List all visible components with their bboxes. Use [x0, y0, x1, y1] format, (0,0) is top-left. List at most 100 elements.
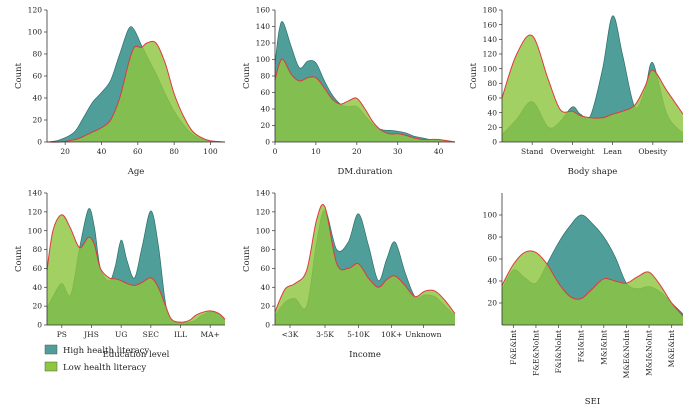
y-tick-label: 120 — [483, 50, 498, 59]
y-tick-label: 20 — [487, 299, 497, 308]
chart-panel: 0 20 40 60 80 100 120 140 160 0 10 20 30 40 DM.duratio… — [242, 6, 456, 177]
legend-swatch-high — [44, 344, 58, 355]
y-tick-label: 60 — [487, 94, 497, 103]
y-tick-label: 100 — [483, 211, 498, 220]
x-tick-label: MA+ — [200, 330, 219, 339]
area-low-health-literacy — [275, 204, 455, 325]
x-tick-label: 20 — [60, 147, 70, 156]
y-tick-label: 40 — [32, 94, 42, 103]
line-low-health-literacy — [274, 58, 456, 143]
x-tick-label: ILL — [174, 330, 187, 339]
x-tick-label: Obesity — [638, 147, 668, 156]
x-axis-label: DM.duration — [338, 167, 394, 177]
y-tick-label: 100 — [483, 64, 498, 73]
chart-panel: 0 20 40 60 80 100 120 140 PS JHS UG SEC ILL MA+ Educat… — [14, 189, 226, 360]
x-tick-label: 60 — [133, 147, 143, 156]
y-tick-label: 20 — [260, 121, 270, 130]
x-tick-label: 0 — [273, 147, 278, 156]
y-tick-label: 140 — [483, 35, 498, 44]
y-tick-label: 120 — [256, 39, 271, 48]
x-tick-label: Unknown — [405, 330, 441, 339]
x-tick-label: 5-10K — [347, 330, 370, 339]
y-tick-label: 60 — [260, 88, 270, 97]
y-tick-label: 80 — [32, 50, 42, 59]
area-low-health-literacy — [47, 41, 225, 143]
area-low-health-literacy — [275, 59, 455, 142]
y-tick-label: 40 — [32, 283, 42, 292]
y-tick-label: 160 — [483, 20, 498, 29]
y-tick-label: 20 — [487, 123, 497, 132]
x-tick-label: 80 — [169, 147, 179, 156]
x-axis-label: Income — [349, 350, 381, 360]
x-tick-label: 30 — [393, 147, 403, 156]
y-tick-label: 120 — [28, 6, 43, 15]
x-tick-label: F&I&Int — [577, 330, 586, 362]
y-axis-label: Count — [14, 245, 24, 272]
y-tick-label: 80 — [260, 72, 270, 81]
y-tick-label: 20 — [32, 116, 42, 125]
chart-panel: 0 20 40 60 80 100 120 20 40 60 80 100 Age Count — [14, 6, 226, 177]
x-tick-label: Lean — [603, 147, 622, 156]
area-low-health-literacy — [502, 250, 683, 325]
x-tick-label: 10 — [311, 147, 321, 156]
y-tick-label: 60 — [487, 255, 497, 264]
y-tick-label: 80 — [487, 233, 497, 242]
line-low-health-literacy — [274, 203, 456, 315]
y-tick-label: 0 — [492, 138, 497, 147]
line-low-health-literacy — [46, 214, 226, 323]
line-low-health-literacy — [501, 34, 683, 119]
y-tick-label: 100 — [28, 226, 43, 235]
x-tick-label: SEC — [143, 330, 160, 339]
y-tick-label: 100 — [256, 55, 271, 64]
legend-label-low: Low health literacy — [63, 363, 146, 373]
line-low-health-literacy — [501, 250, 683, 317]
area-low-health-literacy — [47, 214, 225, 325]
chart-panel: 0 20 40 60 80 100 120 140 <3K 3-5K 5-10K 10K+ Unknow… — [242, 189, 456, 360]
y-tick-label: 60 — [32, 264, 42, 273]
y-tick-label: 0 — [265, 321, 270, 330]
x-tick-label: PS — [57, 330, 67, 339]
y-tick-label: 0 — [37, 321, 42, 330]
y-tick-label: 80 — [487, 79, 497, 88]
x-axis-label: SEI — [585, 397, 600, 407]
x-axis-label: Age — [127, 167, 145, 177]
y-tick-label: 60 — [32, 72, 42, 81]
x-tick-label: M&E&Int — [667, 330, 676, 367]
y-tick-label: 140 — [256, 22, 271, 31]
y-tick-label: 40 — [487, 108, 497, 117]
area-low-health-literacy — [502, 34, 683, 143]
y-tick-label: 160 — [256, 6, 271, 15]
y-tick-label: 0 — [265, 138, 270, 147]
x-tick-label: F&I&NoInt — [554, 330, 563, 373]
x-tick-label: Overweight — [550, 147, 594, 156]
y-tick-label: 40 — [487, 277, 497, 286]
y-axis-label: Count — [14, 62, 24, 89]
y-tick-label: 20 — [260, 302, 270, 311]
legend-swatch-low — [44, 361, 58, 372]
y-axis-label: Count — [242, 245, 252, 272]
chart-panel: 0 20 40 60 80 100 120 140 160 180 Stand Overweight L… — [469, 6, 683, 177]
x-tick-label: Stand — [521, 147, 543, 156]
y-tick-label: 80 — [260, 245, 270, 254]
y-axis-label: Count — [242, 62, 252, 89]
legend: High health literacy Low health literacy — [44, 344, 149, 373]
x-tick-label: UG — [115, 330, 127, 339]
y-tick-label: 100 — [28, 28, 43, 37]
y-tick-label: 40 — [260, 105, 270, 114]
x-axis-label: Body shape — [568, 167, 618, 177]
x-axis-label: Education level — [103, 350, 170, 360]
x-tick-label: M&I&Int — [599, 330, 608, 365]
x-tick-label: 40 — [97, 147, 107, 156]
chart-panel: 20 40 60 80 100 F&E&Int F&E&NoInt F&I&NoInt F&I&… — [483, 193, 683, 407]
y-tick-label: 0 — [37, 138, 42, 147]
legend-label-high: High health literacy — [63, 346, 149, 356]
x-tick-label: F&E&NoInt — [531, 330, 540, 376]
y-tick-label: 140 — [28, 189, 43, 198]
x-tick-label: F&E&Int — [509, 330, 518, 365]
x-tick-label: M&E&NoInt — [622, 330, 631, 378]
line-low-health-literacy — [46, 40, 226, 143]
x-tick-label: M&I&NoInt — [645, 330, 654, 376]
y-tick-label: 100 — [256, 226, 271, 235]
